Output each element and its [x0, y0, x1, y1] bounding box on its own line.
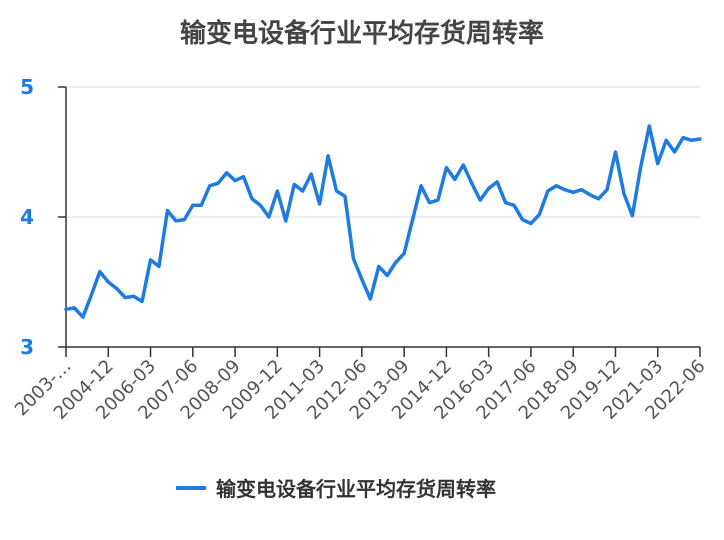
- legend[interactable]: 输变电设备行业平均存货周转率: [176, 477, 496, 501]
- axes: [58, 86, 701, 357]
- series-group: [64, 124, 702, 319]
- grid-lines: [66, 86, 700, 348]
- chart-title: 输变电设备行业平均存货周转率: [180, 18, 544, 49]
- y-tick-label: 3: [20, 335, 34, 359]
- legend-label: 输变电设备行业平均存货周转率: [216, 477, 496, 501]
- y-tick-label: 5: [20, 75, 34, 99]
- y-tick-labels: 3 4 5: [20, 75, 34, 359]
- x-tick-labels: 2003-…2004-122006-032007-062008-092009-1…: [11, 356, 710, 424]
- series-line[interactable]: [64, 124, 702, 319]
- y-tick-label: 4: [20, 205, 34, 229]
